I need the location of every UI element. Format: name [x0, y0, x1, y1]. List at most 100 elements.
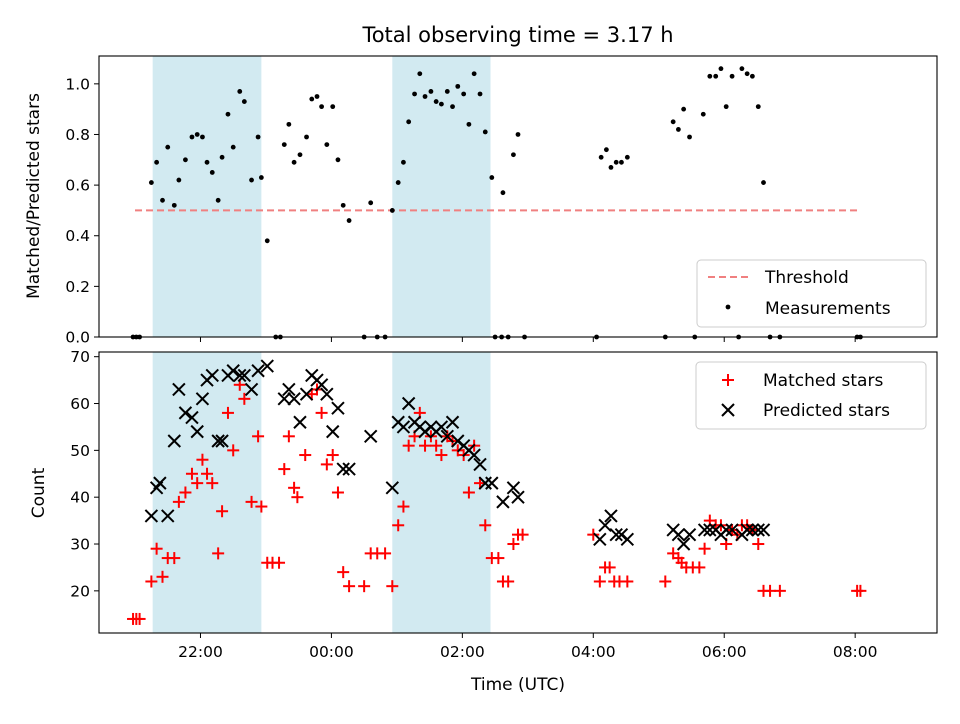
matched-star-point: [516, 528, 529, 541]
measurement-point: [471, 71, 477, 77]
predicted-star-stroke: [745, 523, 760, 537]
measurement-point: [515, 132, 521, 137]
matched-star-point: [273, 556, 286, 569]
matched-star-point: [854, 584, 867, 597]
predicted-star-point: [211, 434, 225, 448]
predicted-star-stroke: [401, 396, 416, 411]
measurement-point: [687, 134, 692, 140]
top-legend-box: [696, 259, 927, 328]
predicted-star-point: [604, 509, 618, 523]
predicted-star-point: [287, 392, 301, 406]
predicted-star-point: [598, 518, 612, 532]
matched-star-point: [299, 449, 312, 462]
predicted-star-stroke: [185, 410, 199, 425]
matched-star-point: [337, 566, 350, 579]
measurement-point: [439, 101, 444, 107]
measurement-point: [330, 104, 336, 110]
predicted-star-point: [511, 490, 525, 504]
predicted-stars-legend-marker: [721, 403, 735, 417]
predicted-star-point: [473, 457, 487, 472]
measurement-point: [422, 94, 428, 99]
y-tick-label: 0.0: [65, 329, 90, 347]
threshold-legend-label: Threshold: [764, 268, 849, 288]
measurement-point: [675, 127, 681, 132]
matched-star-point: [216, 505, 229, 518]
matched-star-point: [773, 584, 786, 597]
predicted-star-stroke: [299, 387, 314, 401]
matched-star-point: [326, 449, 339, 462]
predicted-star-point: [167, 434, 181, 448]
measurement-point: [291, 159, 297, 165]
predicted-star-stroke: [363, 429, 378, 444]
matched-star-point: [392, 519, 405, 532]
measurement-point: [309, 96, 315, 102]
predicted-star-stroke: [226, 364, 240, 378]
measurement-point: [346, 218, 352, 223]
matched-star-point: [282, 430, 295, 443]
predicted-star-point: [144, 509, 159, 523]
predicted-star-stroke: [251, 364, 265, 378]
matched-star-point: [479, 519, 492, 532]
matched-star-point: [255, 500, 268, 513]
predicted-star-point: [719, 523, 733, 537]
predicted-star-stroke: [161, 509, 175, 523]
measurement-point: [183, 157, 188, 163]
predicted-star-point: [205, 368, 219, 383]
predicted-star-stroke: [244, 382, 259, 397]
predicted-star-stroke: [719, 523, 733, 537]
predicted-star-stroke: [233, 368, 247, 383]
predicted-star-stroke: [467, 448, 481, 462]
predicted-star-stroke: [434, 420, 449, 434]
predicted-star-stroke: [671, 527, 686, 542]
predicted-star-point: [385, 481, 400, 495]
measurement-point: [389, 208, 395, 213]
measurement-point: [755, 104, 761, 110]
measurement-point: [189, 134, 195, 140]
matched-star-point: [185, 467, 198, 480]
predicted-star-point: [293, 415, 307, 429]
measurement-point: [749, 73, 755, 79]
predicted-star-point: [593, 532, 607, 547]
y-tick-label: 50: [70, 442, 90, 460]
bottom-y-axis-label: Count: [29, 467, 49, 518]
measurement-point: [194, 132, 200, 137]
matched-star-point: [278, 463, 291, 476]
measurement-point: [455, 83, 461, 89]
predicted-star-stroke: [756, 523, 771, 537]
measurement-point: [314, 94, 320, 99]
top-x-ticks: [199, 337, 856, 342]
y-tick-label: 60: [70, 395, 90, 413]
matched-star-point: [430, 439, 443, 452]
measurement-point: [744, 71, 750, 77]
predicted-star-point: [609, 527, 623, 542]
matched-star-point: [145, 575, 158, 588]
x-axis-label: Time (UTC): [470, 675, 565, 695]
ratio-panel: 0.0 0.2 0.4 0.6 0.8 1.0 Matched/Predicted sta…: [24, 55, 938, 347]
predicted-star-stroke: [331, 401, 345, 415]
measurement-point: [477, 91, 483, 97]
measurement-point: [603, 147, 609, 153]
predicted-star-stroke: [320, 387, 334, 401]
matched-star-point: [379, 547, 392, 560]
matched-star-point: [603, 561, 616, 574]
predicted-star-point: [467, 448, 481, 462]
predicted-star-point: [440, 429, 455, 444]
predicted-star-stroke: [511, 490, 525, 504]
predicted-star-point: [676, 537, 691, 551]
x-tick-label: 00:00: [309, 643, 354, 661]
predicted-star-point: [195, 392, 210, 406]
predicted-star-point: [703, 523, 717, 537]
matched-star-point: [201, 467, 214, 480]
predicted-star-point: [251, 364, 265, 378]
predicted-star-stroke: [396, 420, 411, 434]
predicted-star-point: [506, 481, 521, 495]
predicted-star-stroke: [195, 392, 210, 406]
bottom-y-axis: 20 30 40 50 60 70: [70, 348, 99, 600]
matched-star-point: [331, 486, 344, 499]
predicted-star-point: [178, 406, 193, 420]
observing-window-band: [152, 56, 262, 337]
predicted-star-stroke: [473, 457, 487, 472]
y-tick-label: 0.8: [65, 126, 90, 144]
predicted-star-stroke: [598, 518, 612, 532]
measurement-point: [258, 175, 264, 180]
